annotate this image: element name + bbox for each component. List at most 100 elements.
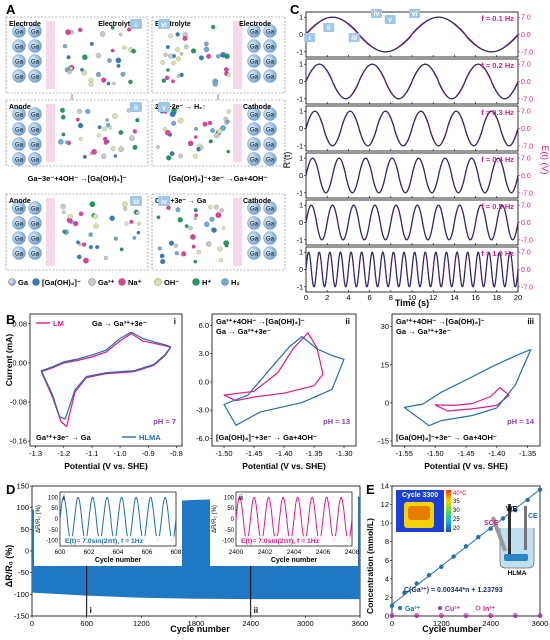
ion-dot — [203, 41, 209, 47]
ion-dot — [97, 125, 102, 130]
y-tick-right-label: -7.0 — [521, 49, 533, 56]
ion-dot — [65, 29, 71, 35]
ga-atom-label: Ga — [250, 157, 259, 163]
cv-curve — [40, 331, 172, 420]
ion-dot — [171, 79, 175, 84]
ga-atom — [263, 246, 277, 260]
ion-dot — [116, 63, 121, 68]
x-tick-label: -1.35 — [305, 449, 322, 458]
electrode-sce — [490, 516, 508, 552]
ion-dot — [67, 69, 72, 75]
ga-atom-label: Ga — [31, 236, 40, 242]
ion-dot — [168, 240, 175, 246]
ion-dot — [194, 127, 198, 131]
ion-dot — [193, 259, 198, 264]
ion-dot — [92, 213, 98, 219]
y-tick-label: 2 — [385, 593, 389, 602]
ion-dot — [85, 108, 91, 115]
ion-dot — [193, 216, 198, 221]
y-tick-label: 10 — [381, 519, 389, 528]
data-point-2 — [463, 613, 469, 618]
ga-atom-label: Ga — [31, 44, 40, 50]
frequency-label: f = 1.0 Hz — [481, 249, 514, 258]
y-tick-right-label: 0.0 — [521, 267, 531, 274]
ion-dot — [81, 69, 87, 76]
ion-dot — [166, 68, 170, 72]
double-layer-band — [46, 21, 55, 89]
y-tick-label: 100 — [16, 503, 29, 512]
ga-atom-label: Ga — [15, 206, 24, 212]
ga-atom-label: Ga — [15, 112, 24, 118]
box-left-label: Anode — [9, 104, 31, 111]
cv-roman-label: i — [174, 317, 176, 326]
y-tick-label: 0 — [25, 547, 29, 556]
panel-d-letter: D — [6, 482, 15, 497]
y-tick-label: 150 — [16, 482, 29, 491]
ion-dot — [208, 139, 213, 144]
panel-d-chart: 0 600 1200 1800 2400 3000 3600 -150 -100 -50 0 50 10… — [14, 482, 368, 629]
ga-atom — [263, 216, 277, 230]
ion-dot — [208, 205, 213, 210]
double-layer-band — [233, 21, 242, 89]
data-point-2 — [438, 613, 444, 618]
data-point-0 — [402, 590, 407, 595]
ion-dot — [174, 251, 179, 256]
inset-x-tick-label: 2404 — [287, 549, 302, 556]
y-tick-label: -15 — [378, 436, 389, 445]
ga-atom — [263, 152, 277, 166]
ga-atom — [12, 137, 26, 151]
cv-xlabel: Potential (V vs. SHE) — [242, 461, 326, 471]
y-tick-label: 8 — [385, 537, 389, 546]
y-tick-label: 4 — [385, 574, 389, 583]
y-tick-right-label: -7.0 — [521, 284, 533, 291]
ga-atom — [28, 54, 42, 68]
y-tick-label: -1 — [297, 49, 303, 56]
x-tick-label: 3600 — [352, 619, 369, 628]
y-tick-label: -1 — [297, 284, 303, 291]
data-point-0 — [513, 507, 518, 513]
ga-atom-label: Ga — [15, 236, 24, 242]
x-tick-label: -1.45 — [245, 449, 262, 458]
cv-eq-top1: Ga³⁺+4OH⁻ →[Ga(OH)₄]⁻ — [396, 317, 485, 326]
inset-y-tick-label: -100 — [46, 539, 59, 545]
inset-y-tick-label: 100 — [224, 495, 235, 501]
ion-dot — [61, 132, 66, 137]
y-tick-right-label: 0.0 — [521, 32, 531, 39]
ion-dot — [157, 246, 162, 251]
y-tick-right-label: 7.0 — [521, 156, 531, 163]
ion-dot — [205, 241, 212, 247]
frequency-label: f = 0.3 Hz — [481, 108, 514, 117]
ga-atom — [247, 39, 261, 53]
ga-atom — [263, 201, 277, 215]
ion-dot — [108, 125, 113, 130]
ga-atom-label: Ga — [250, 74, 259, 80]
ga-atom — [263, 54, 277, 68]
ion-dot — [187, 140, 194, 147]
panel-e-chart: 0 1200 2400 3600 0 2 4 6 8 10 12 14 Cycle 3300 40°C 35… — [381, 482, 549, 629]
ion-dot — [162, 127, 168, 132]
legend-marker — [154, 278, 162, 286]
inset-x-tick-label: 2400 — [229, 549, 244, 556]
ion-dot — [194, 213, 199, 218]
ion-dot — [211, 24, 216, 30]
series-r-line — [305, 16, 519, 53]
box-right-label: Cathode — [243, 198, 271, 205]
ga-atom-label: Ga — [266, 157, 275, 163]
cv-roman-label: iii — [527, 317, 534, 326]
ion-dot — [182, 35, 188, 41]
ga-atom-label: Ga — [266, 29, 275, 35]
ga-atom — [263, 231, 277, 245]
ga-atom-label: Ga — [266, 59, 275, 65]
data-point-0 — [537, 487, 543, 492]
ion-dot — [81, 242, 87, 247]
ion-dot — [89, 201, 96, 208]
x-tick-label: 12 — [429, 293, 437, 302]
cv-eq-top2: Ga → Ga³⁺+3e⁻ — [396, 327, 451, 336]
data-point-1 — [464, 614, 468, 618]
x-tick-label: -1.1 — [85, 449, 98, 458]
ga-atom-label: Ga — [266, 142, 275, 148]
hlma-drop — [504, 554, 528, 561]
ga-atom — [263, 69, 277, 83]
panel-b-letter: B — [6, 312, 15, 327]
ion-dot — [196, 249, 201, 255]
